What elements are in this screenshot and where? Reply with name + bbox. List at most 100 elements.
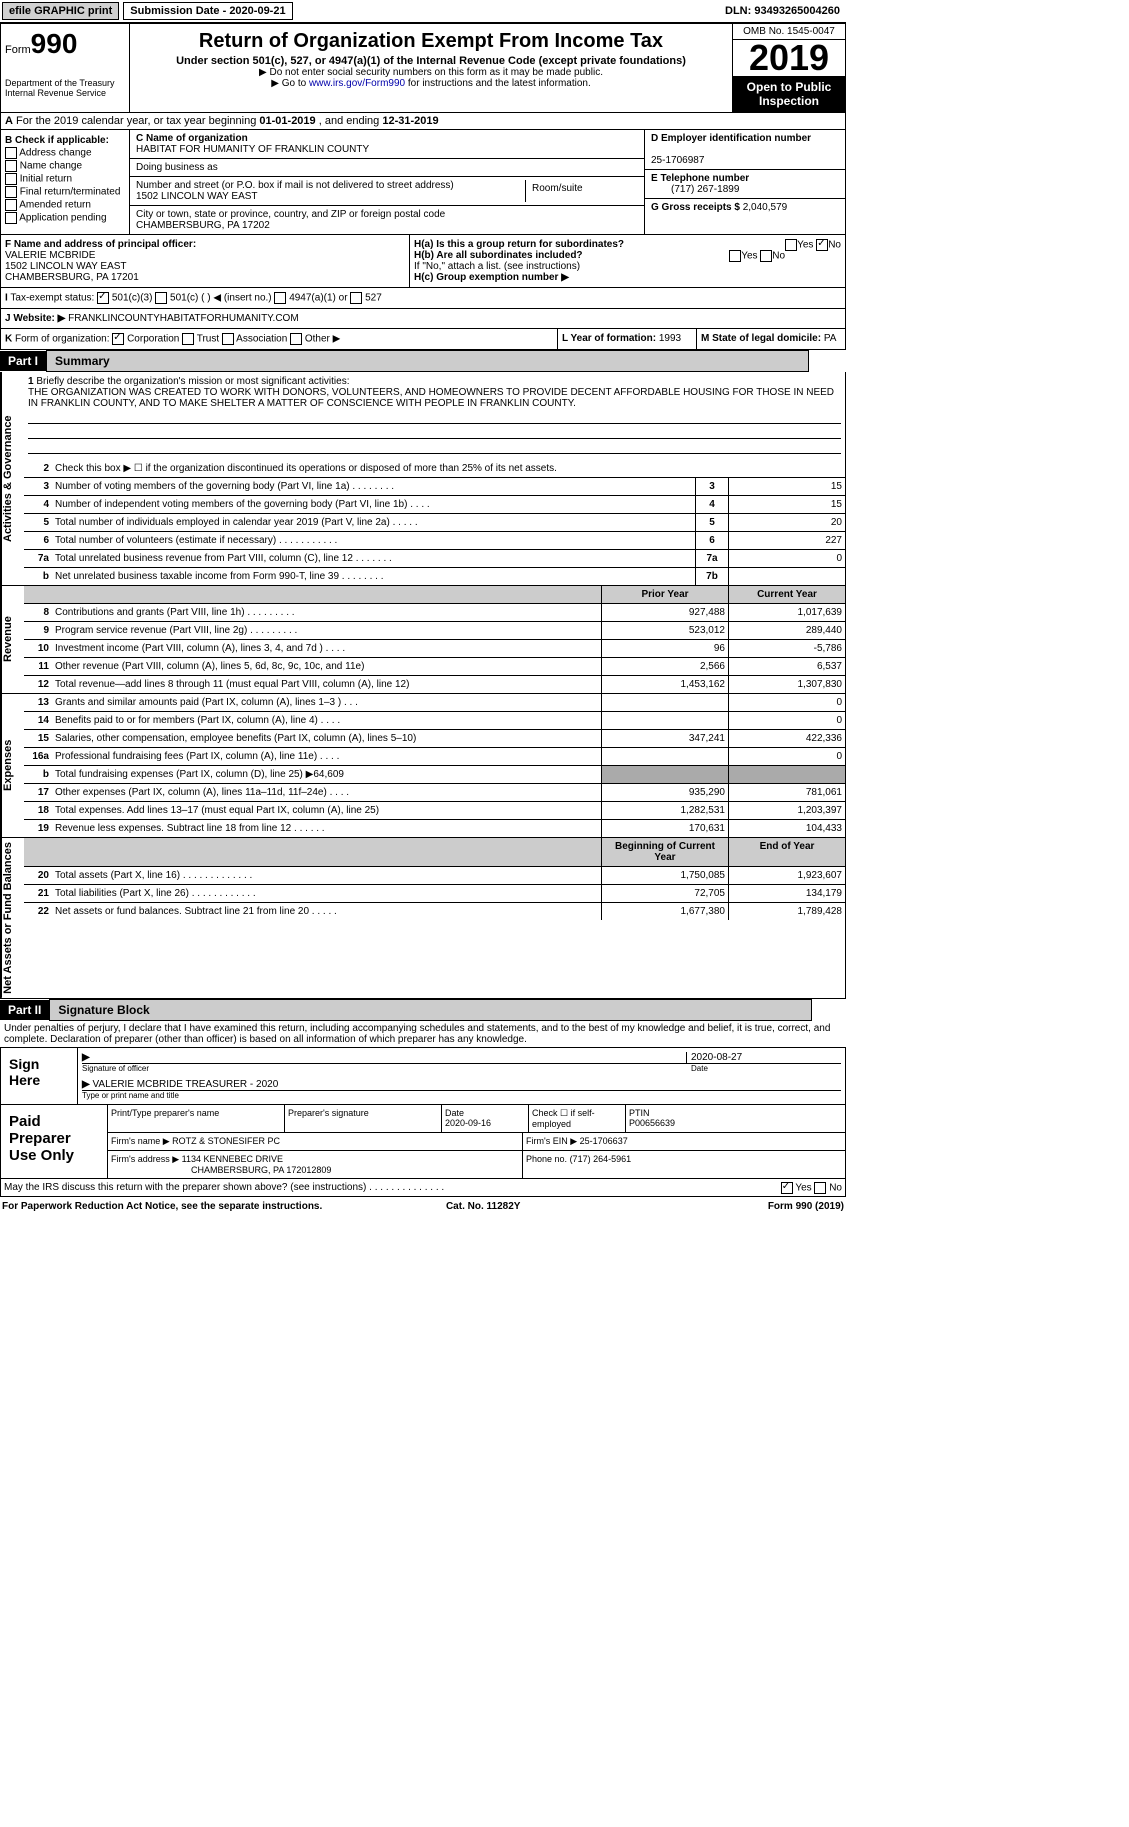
subtitle-2: ▶ Do not enter social security numbers o… — [134, 67, 728, 78]
form-title: Return of Organization Exempt From Incom… — [134, 30, 728, 53]
form-label: Form — [5, 44, 31, 56]
gross-receipts: G Gross receipts $ 2,040,579 — [645, 199, 845, 216]
cb-final[interactable]: Final return/terminated — [5, 186, 125, 198]
section-d-e-g: D Employer identification number25-17069… — [644, 130, 845, 234]
side-revenue: Revenue — [1, 586, 24, 693]
cb-501c3[interactable] — [97, 292, 109, 304]
tax-year: 2019 — [733, 40, 845, 76]
year-block: OMB No. 1545-0047 2019 Open to Public In… — [732, 24, 845, 112]
cb-address[interactable]: Address change — [5, 147, 125, 159]
table-row: 7aTotal unrelated business revenue from … — [24, 550, 845, 568]
rev-header: Prior YearCurrent Year — [24, 586, 845, 604]
section-a: A For the 2019 calendar year, or tax yea… — [0, 113, 846, 130]
table-row: 3Number of voting members of the governi… — [24, 478, 845, 496]
table-row: 19Revenue less expenses. Subtract line 1… — [24, 820, 845, 837]
table-row: bTotal fundraising expenses (Part IX, co… — [24, 766, 845, 784]
subtitle-1: Under section 501(c), 527, or 4947(a)(1)… — [134, 55, 728, 67]
net-header: Beginning of Current YearEnd of Year — [24, 838, 845, 867]
table-row: 5Total number of individuals employed in… — [24, 514, 845, 532]
mission-block: 1 Briefly describe the organization's mi… — [24, 372, 845, 460]
section-f: F Name and address of principal officer:… — [1, 235, 410, 287]
table-row: 6Total number of volunteers (estimate if… — [24, 532, 845, 550]
prep-row-2: Firm's name ▶ ROTZ & STONESIFER PC Firm'… — [108, 1133, 845, 1151]
address-cell: Number and street (or P.O. box if mail i… — [130, 177, 644, 206]
table-row: 8Contributions and grants (Part VIII, li… — [24, 604, 845, 622]
phone-cell: E Telephone number(717) 267-1899 — [645, 170, 845, 199]
section-h: H(a) Is this a group return for subordin… — [410, 235, 845, 287]
table-row: 12Total revenue—add lines 8 through 11 (… — [24, 676, 845, 693]
table-row: 9Program service revenue (Part VIII, lin… — [24, 622, 845, 640]
table-row: 21Total liabilities (Part X, line 26) . … — [24, 885, 845, 903]
subtitle-3: ▶ Go to www.irs.gov/Form990 for instruct… — [134, 78, 728, 89]
cb-527[interactable] — [350, 292, 362, 304]
activities-governance: Activities & Governance 1 Briefly descri… — [0, 372, 846, 586]
part-1-header: Part ISummary — [0, 350, 846, 372]
submission-date: Submission Date - 2020-09-21 — [123, 2, 292, 20]
cb-name[interactable]: Name change — [5, 160, 125, 172]
section-c: C Name of organizationHABITAT FOR HUMANI… — [130, 130, 644, 234]
section-b: B Check if applicable: Address change Na… — [1, 130, 130, 234]
cb-discuss-no[interactable] — [814, 1182, 826, 1194]
part-2-header: Part IISignature Block — [0, 999, 846, 1021]
form-number: 990 — [31, 28, 78, 59]
cb-assoc[interactable] — [222, 333, 234, 345]
cb-corp[interactable] — [112, 333, 124, 345]
a-label: A — [5, 115, 13, 127]
prep-row-1: Print/Type preparer's name Preparer's si… — [108, 1105, 845, 1133]
cb-501c[interactable] — [155, 292, 167, 304]
cb-4947[interactable] — [274, 292, 286, 304]
section-i: I Tax-exempt status: 501(c)(3) 501(c) ( … — [0, 288, 846, 309]
h-note: If "No," attach a list. (see instruction… — [414, 261, 841, 272]
table-row: 17Other expenses (Part IX, column (A), l… — [24, 784, 845, 802]
table-row: bNet unrelated business taxable income f… — [24, 568, 845, 585]
side-net: Net Assets or Fund Balances — [1, 838, 24, 998]
cb-pending[interactable]: Application pending — [5, 212, 125, 224]
city-cell: City or town, state or province, country… — [130, 206, 644, 234]
efile-button[interactable]: efile GRAPHIC print — [2, 2, 119, 20]
table-row: 16aProfessional fundraising fees (Part I… — [24, 748, 845, 766]
table-row: 10Investment income (Part VIII, column (… — [24, 640, 845, 658]
table-row: 13Grants and similar amounts paid (Part … — [24, 694, 845, 712]
footer: For Paperwork Reduction Act Notice, see … — [0, 1197, 846, 1216]
b-title: B Check if applicable: — [5, 135, 125, 146]
cb-discuss-yes[interactable] — [781, 1182, 793, 1194]
public-inspection: Open to Public Inspection — [733, 76, 845, 112]
h-a: H(a) Is this a group return for subordin… — [414, 239, 841, 250]
title-block: Return of Organization Exempt From Incom… — [130, 24, 732, 112]
form-header: Form990 Department of the Treasury Inter… — [0, 23, 846, 113]
dept-label: Department of the Treasury Internal Reve… — [5, 78, 125, 98]
side-expenses: Expenses — [1, 694, 24, 837]
line-2: 2Check this box ▶ ☐ if the organization … — [24, 460, 845, 478]
h-b: H(b) Are all subordinates included? Yes … — [414, 250, 841, 261]
table-row: 18Total expenses. Add lines 13–17 (must … — [24, 802, 845, 820]
table-row: 15Salaries, other compensation, employee… — [24, 730, 845, 748]
form-number-block: Form990 Department of the Treasury Inter… — [1, 24, 130, 112]
dba-cell: Doing business as — [130, 159, 644, 177]
table-row: 4Number of independent voting members of… — [24, 496, 845, 514]
table-row: 20Total assets (Part X, line 16) . . . .… — [24, 867, 845, 885]
cb-other[interactable] — [290, 333, 302, 345]
prep-row-3: Firm's address ▶ 1134 KENNEBEC DRIVECHAM… — [108, 1151, 845, 1178]
expenses-section: Expenses 13Grants and similar amounts pa… — [0, 694, 846, 838]
irs-link[interactable]: www.irs.gov/Form990 — [309, 78, 405, 89]
table-row: 22Net assets or fund balances. Subtract … — [24, 903, 845, 920]
table-row: 11Other revenue (Part VIII, column (A), … — [24, 658, 845, 676]
table-row: 14Benefits paid to or for members (Part … — [24, 712, 845, 730]
org-name-cell: C Name of organizationHABITAT FOR HUMANI… — [130, 130, 644, 159]
sign-here: Sign Here ▶2020-08-27 Signature of offic… — [0, 1047, 846, 1105]
cb-amended[interactable]: Amended return — [5, 199, 125, 211]
website-link[interactable]: FRANKLINCOUNTYHABITATFORHUMANITY.COM — [68, 313, 299, 324]
info-grid: B Check if applicable: Address change Na… — [0, 130, 846, 235]
f-h-row: F Name and address of principal officer:… — [0, 235, 846, 288]
paid-preparer: Paid Preparer Use Only Print/Type prepar… — [0, 1105, 846, 1179]
dln: DLN: 93493265004260 — [719, 3, 846, 19]
top-bar: efile GRAPHIC print Submission Date - 20… — [0, 0, 846, 23]
revenue-section: Revenue Prior YearCurrent Year 8Contribu… — [0, 586, 846, 694]
perjury-statement: Under penalties of perjury, I declare th… — [0, 1021, 846, 1047]
side-governance: Activities & Governance — [1, 372, 24, 585]
section-k-l-m: K Form of organization: Corporation Trus… — [0, 329, 846, 350]
h-c: H(c) Group exemption number ▶ — [414, 272, 841, 283]
net-assets-section: Net Assets or Fund Balances Beginning of… — [0, 838, 846, 999]
cb-trust[interactable] — [182, 333, 194, 345]
cb-initial[interactable]: Initial return — [5, 173, 125, 185]
